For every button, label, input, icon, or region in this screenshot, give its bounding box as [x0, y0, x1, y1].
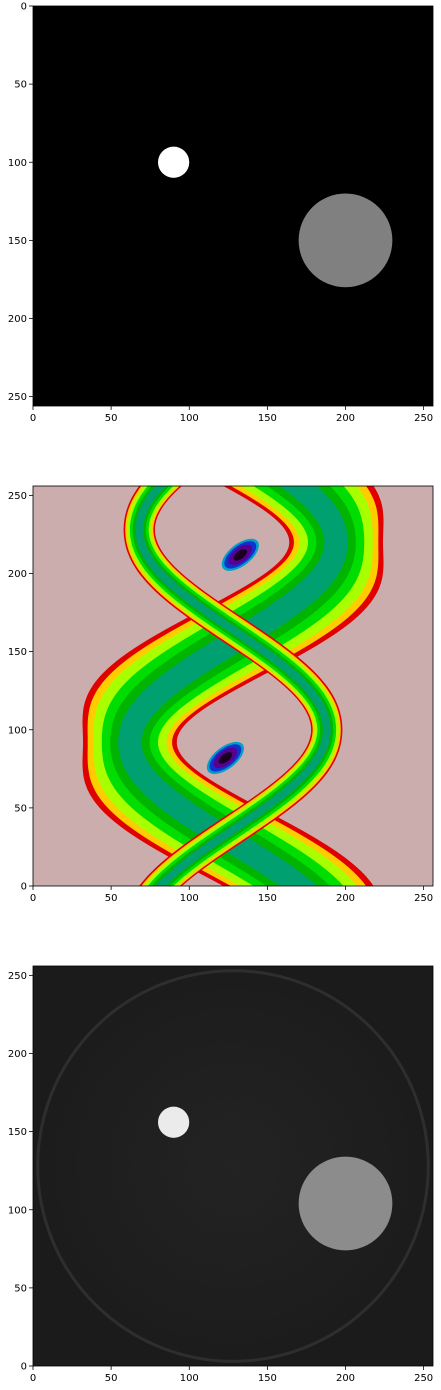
phantom-object: [158, 146, 190, 178]
y-tick-label: 0: [21, 1362, 27, 1373]
y-tick-label: 0: [21, 2, 27, 13]
reconstruction-circle: [36, 969, 430, 1363]
x-tick-label: 250: [414, 413, 433, 424]
overlap-core: [218, 752, 233, 764]
reconstruction-object: [298, 1156, 393, 1251]
x-tick-label: 150: [258, 893, 277, 904]
x-tick-label: 150: [258, 1373, 277, 1384]
y-tick-label: 200: [8, 1049, 27, 1060]
y-tick-label: 200: [8, 314, 27, 325]
phantom-image: [33, 6, 433, 406]
x-tick-label: 50: [105, 1373, 118, 1384]
reconstruction-image: [33, 966, 433, 1366]
y-tick-label: 100: [8, 158, 27, 169]
sinogram-band: [123, 486, 343, 886]
y-tick-label: 100: [8, 1205, 27, 1216]
x-tick-label: 200: [336, 413, 355, 424]
y-tick-label: 200: [8, 569, 27, 580]
y-tick-label: 50: [14, 1283, 27, 1294]
reconstruction-axes: 0 50 100 150 200 250 0 50 100 150 200 250: [8, 971, 433, 1384]
x-tick-label: 0: [30, 413, 36, 424]
x-tick-label: 250: [414, 1373, 433, 1384]
sinogram-image: [33, 486, 433, 886]
x-tick-label: 100: [180, 893, 199, 904]
x-tick-label: 200: [336, 1373, 355, 1384]
x-tick-label: 100: [180, 1373, 199, 1384]
sinogram-band-layer: [132, 486, 334, 886]
sinogram-panel: 0 50 100 150 200 250 0 50 100 150 200 250: [8, 485, 434, 904]
phantom-frame: [32, 5, 434, 407]
x-tick-label: 50: [105, 893, 118, 904]
phantom-object: [298, 193, 393, 288]
sinogram-band: [82, 486, 384, 886]
y-tick-label: 100: [8, 725, 27, 736]
y-tick-label: 250: [8, 491, 27, 502]
y-tick-label: 250: [8, 392, 27, 403]
y-tick-label: 50: [14, 803, 27, 814]
sinogram-frame: [32, 485, 434, 887]
y-tick-label: 150: [8, 1127, 27, 1138]
overlap-core: [233, 548, 248, 561]
sinogram-axes: 0 50 100 150 200 250 0 50 100 150 200 250: [8, 491, 433, 904]
x-tick-label: 0: [30, 1373, 36, 1384]
y-tick-label: 150: [8, 647, 27, 658]
sinogram-overlap: [206, 741, 245, 774]
x-tick-label: 150: [258, 413, 277, 424]
sinogram-band-layer: [118, 486, 348, 886]
x-tick-label: 50: [105, 413, 118, 424]
y-tick-label: 50: [14, 80, 27, 91]
x-tick-label: 0: [30, 893, 36, 904]
x-tick-label: 100: [180, 413, 199, 424]
y-tick-label: 0: [21, 882, 27, 893]
reconstruction-panel: 0 50 100 150 200 250 0 50 100 150 200 250: [8, 965, 434, 1384]
sinogram-band-layer: [110, 486, 356, 886]
sinogram-overlap: [221, 538, 259, 571]
y-tick-label: 150: [8, 236, 27, 247]
reconstruction-object: [158, 1106, 190, 1138]
x-tick-label: 200: [336, 893, 355, 904]
x-tick-label: 250: [414, 893, 433, 904]
reconstruction-frame: [32, 965, 434, 1367]
y-tick-label: 250: [8, 971, 27, 982]
